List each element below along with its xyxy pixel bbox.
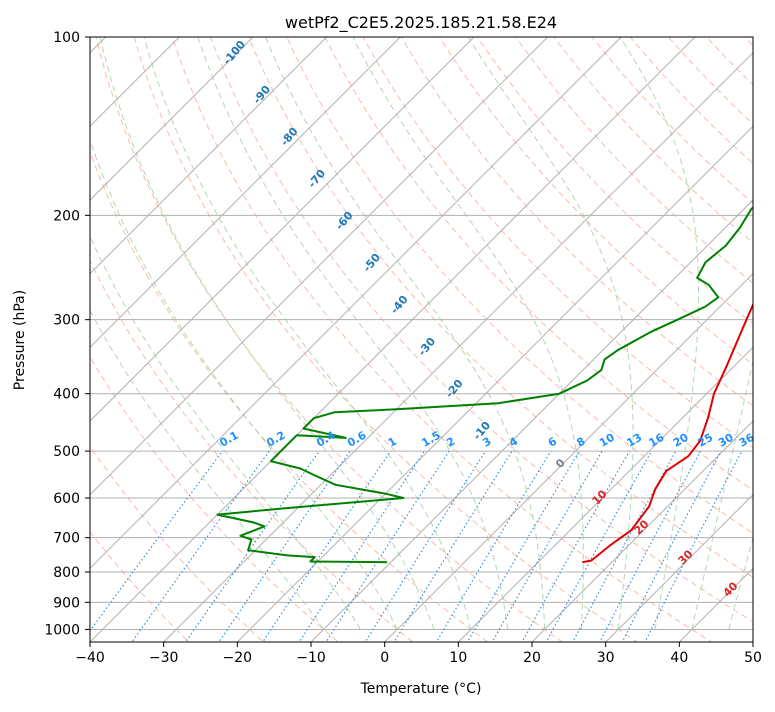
y-tick-label: 1000 [44, 622, 80, 638]
dry-adiabat-line [476, 37, 753, 325]
dry-adiabat-line [362, 37, 753, 449]
dry-adiabat-line [90, 445, 265, 642]
y-tick-label: 300 [53, 313, 80, 329]
x-tick-label: 50 [744, 650, 762, 666]
dry-adiabat-line [90, 150, 489, 642]
dry-adiabat-line [171, 37, 713, 642]
isotherm-line [90, 37, 254, 201]
isotherm-line [383, 272, 753, 642]
x-tick-label: −40 [75, 650, 105, 666]
moist-adiabat-line [143, 37, 472, 630]
x-tick-label: −20 [223, 650, 253, 666]
isotherm-line [90, 37, 181, 128]
y-axis-label: Pressure (hPa) [12, 290, 28, 390]
dry-adiabat-line [95, 37, 564, 642]
y-tick-label: 700 [53, 531, 80, 547]
y-tick-label: 900 [53, 595, 80, 611]
y-tick-label: 100 [53, 30, 80, 46]
y-tick-label: 600 [53, 491, 80, 507]
temperature-line [582, 302, 753, 564]
mixing-ratio-line [491, 450, 603, 642]
x-axis-label: Temperature (°C) [360, 681, 482, 697]
mixing-ratio-label: 36 [737, 431, 757, 450]
moist-adiabat-line [90, 309, 324, 630]
moist-adiabat-line [728, 536, 753, 630]
dry-adiabat-line [133, 37, 638, 642]
mixing-ratio-line [218, 450, 351, 642]
x-tick-label: 10 [449, 650, 467, 666]
moist-adiabat-line [265, 37, 546, 630]
y-tick-label: 800 [53, 565, 80, 581]
dry-adiabat-line [286, 37, 753, 534]
series-layer [216, 206, 753, 564]
y-tick-label: 400 [53, 387, 80, 403]
moist-adiabat-line [691, 358, 753, 630]
x-tick-label: 20 [523, 650, 541, 666]
isotherm-line [604, 493, 753, 642]
dry-adiabat-line [667, 37, 753, 125]
isotherm-line [90, 37, 623, 570]
x-tick-label: 40 [670, 650, 688, 666]
moist-adiabat-line [619, 37, 699, 630]
x-tick-label: −10 [296, 650, 326, 666]
mixing-ratio-line [131, 450, 270, 642]
dewpoint-line [216, 206, 753, 564]
moist-adiabat-line [99, 37, 435, 630]
dry-adiabat-line [248, 37, 753, 578]
mixing-ratio-line [644, 450, 743, 642]
isotherm-line [90, 37, 402, 349]
isotherm-line [90, 37, 549, 496]
chart-title: wetPf2_C2E5.2025.185.21.58.E24 [285, 13, 557, 33]
mixing-ratio-line [184, 450, 320, 642]
x-tick-label: 0 [380, 650, 389, 666]
x-tick-label: 30 [597, 650, 615, 666]
plot-frame [89, 36, 754, 643]
mixing-ratio-line [298, 450, 425, 642]
isotherm-line [310, 199, 753, 642]
mixing-ratio-line [435, 450, 552, 642]
moist-adiabat-line [467, 37, 634, 630]
axis-layer: −40 −30 −20 −10 0 10 20 30 40 50 1000 900 800 700 600 5… [44, 30, 762, 666]
y-tick-label: 200 [53, 208, 80, 224]
x-tick-label: −30 [149, 650, 179, 666]
isotherm-line [90, 37, 475, 422]
isotherm-line [90, 37, 328, 275]
dry-adiabat-line [90, 259, 414, 642]
moist-adiabat-line [90, 235, 361, 630]
mixing-ratio-line [325, 450, 450, 642]
isotherm-line [531, 420, 753, 642]
isotherm-line [162, 51, 753, 642]
isotherm-line [90, 37, 696, 642]
moist-adiabat-line [197, 37, 509, 630]
moist-adiabat-line [352, 37, 584, 630]
moist-adiabat-line [90, 138, 398, 630]
mixing-ratio-line [262, 450, 392, 642]
dry-adiabat-line [629, 37, 753, 165]
dry-adiabat-line [324, 37, 753, 491]
isotherm-line [236, 125, 753, 642]
mixing-ratio-line [466, 450, 580, 642]
y-tick-label: 500 [53, 444, 80, 460]
grid-layer [90, 37, 753, 642]
mixing-ratio-line [545, 450, 653, 642]
dry-adiabat-line [438, 37, 753, 366]
isotherm-line [457, 346, 753, 642]
